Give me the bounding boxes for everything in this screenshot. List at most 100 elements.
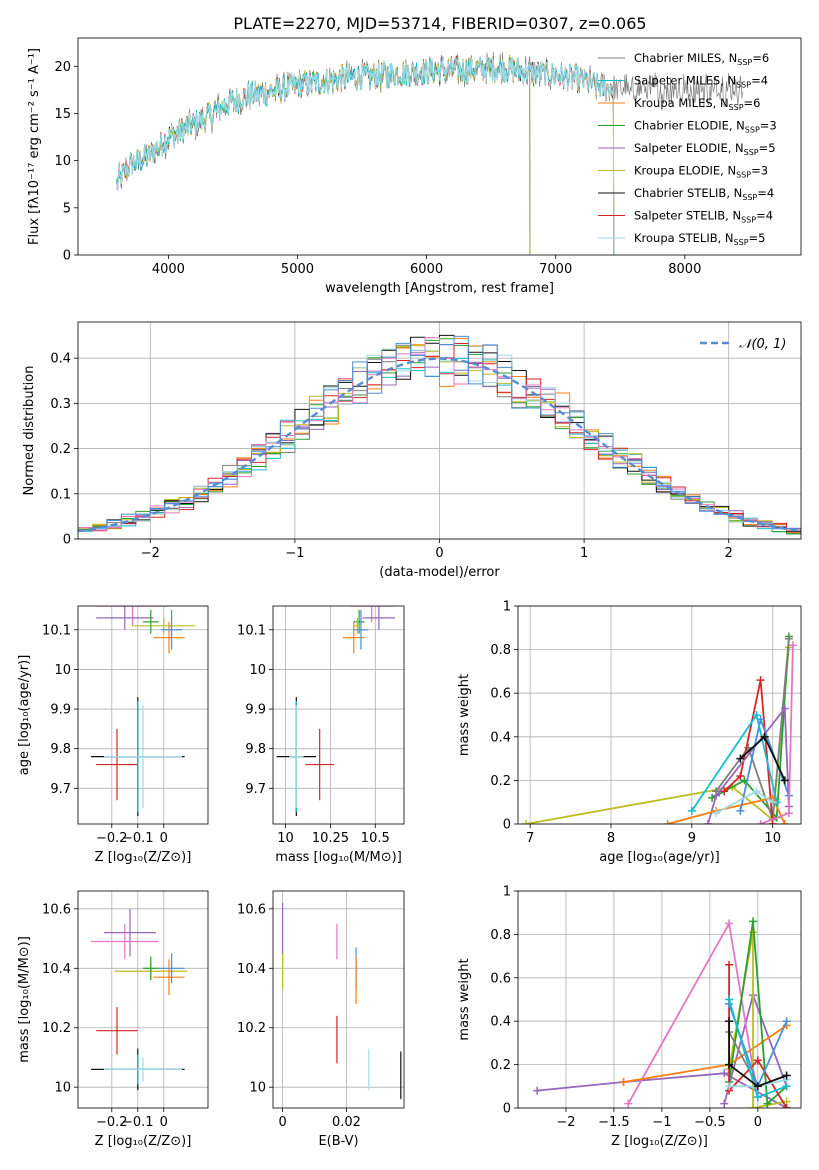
legend-label-tail: =3 <box>760 119 777 133</box>
weight-line <box>667 796 786 824</box>
legend-label: Salpeter ELODIE, NSSP=5 <box>634 141 776 157</box>
legend-label-sub: SSP <box>729 103 744 112</box>
x-tick-label: 7000 <box>539 262 572 277</box>
weight-marker <box>712 791 721 800</box>
y-tick-label: 0.8 <box>490 643 511 658</box>
y-tick-label: 0 <box>503 818 511 833</box>
weight-marker <box>725 1060 734 1069</box>
x-tick-label: 0 <box>160 1115 168 1130</box>
x-tick-label: −1.5 <box>598 1115 630 1130</box>
y-tick-label: 10 <box>54 1081 71 1096</box>
y-tick-label: 10 <box>249 663 266 678</box>
x-tick-label: 6000 <box>410 262 443 277</box>
x-axis-label: age [log₁₀(age/yr)] <box>599 850 720 865</box>
legend-label-sub: SSP <box>734 238 749 247</box>
y-tick-label: 0.4 <box>50 352 71 367</box>
weight-marker <box>753 1093 762 1102</box>
y-tick-label: 10.6 <box>237 902 266 917</box>
x-tick-label: 8 <box>607 831 615 846</box>
weight-marker <box>687 806 696 815</box>
weight-marker <box>752 787 761 796</box>
weight-line <box>715 638 790 820</box>
x-tick-label: 2 <box>725 546 733 561</box>
x-tick-label: 10 <box>277 831 294 846</box>
plot-area <box>522 632 797 824</box>
plot-area <box>78 334 801 535</box>
weight-marker <box>784 634 793 643</box>
y-tick-label: 9.7 <box>245 782 266 797</box>
weight-marker <box>736 772 745 781</box>
legend-label-tail: =6 <box>752 51 769 65</box>
spectrum-line <box>116 55 615 255</box>
legend-label: Salpeter STELIB, NSSP=4 <box>634 209 773 225</box>
x-tick-label: −1 <box>285 546 304 561</box>
legend-label-main: Kroupa STELIB, N <box>634 231 734 245</box>
x-tick-label: −0.2 <box>96 1115 128 1130</box>
y-tick-label: 10.4 <box>42 962 71 977</box>
y-tick-label: 0 <box>63 249 71 264</box>
panel-mass_vs_EBV: 0 0.02 10 10.2 10.4 10.6 E(B-V) <box>237 890 405 1149</box>
y-tick-label: 10.2 <box>237 1021 266 1036</box>
y-tick-label: 0.4 <box>490 730 511 745</box>
weight-marker <box>749 1104 758 1108</box>
y-axis-label: age [log₁₀(age/yr)] <box>17 655 32 776</box>
weight-marker <box>780 776 789 785</box>
legend-label: 𝒩(0, 1) <box>739 337 786 352</box>
weight-line <box>711 636 790 820</box>
weight-marker <box>720 1099 729 1108</box>
axes-frame <box>77 605 209 825</box>
x-tick-label: 10.25 <box>312 831 349 846</box>
weight-marker <box>756 676 765 685</box>
x-axis-label: Z [log₁₀(Z/Z⊙)] <box>95 850 192 865</box>
y-tick-label: 0.2 <box>490 774 511 789</box>
y-tick-label: 10 <box>54 154 71 169</box>
y-tick-label: 1 <box>503 600 511 615</box>
y-tick-label: 10 <box>54 663 71 678</box>
axes-frame <box>272 605 405 825</box>
y-tick-label: 1 <box>503 885 511 900</box>
x-tick-label: 7 <box>526 831 534 846</box>
y-tick-label: 0 <box>503 1102 511 1117</box>
legend-label-main: Salpeter MILES, N <box>634 74 736 88</box>
legend-label: Kroupa ELODIE, NSSP=3 <box>634 164 768 180</box>
y-tick-label: 0.6 <box>490 971 511 986</box>
legend-label-sub: SSP <box>744 148 759 157</box>
legend-label-main: Chabrier MILES, N <box>634 51 737 65</box>
y-tick-label: 0.8 <box>490 928 511 943</box>
y-tick-label: 9.8 <box>245 742 266 757</box>
panel-mass_vs_Z: −0.2−0.1 0 10 10.2 10.4 10.6 Z [log₁₀(Z/Z⊙)] ma… <box>17 890 209 1149</box>
grid-lines <box>273 606 404 824</box>
x-tick-label: 10 <box>764 831 781 846</box>
axes-frame <box>517 605 802 825</box>
weight-marker <box>784 809 793 818</box>
weight-marker <box>782 1017 791 1026</box>
x-tick-label: 0.02 <box>332 1115 361 1130</box>
y-tick-label: 0.2 <box>490 1058 511 1073</box>
axes-frame <box>77 37 802 256</box>
legend-label-tail: =5 <box>759 141 776 155</box>
legend-label-tail: =4 <box>751 74 768 88</box>
y-tick-label: 10.1 <box>42 623 71 638</box>
plot-area <box>91 606 195 817</box>
x-tick-label: 0 <box>754 1115 762 1130</box>
y-tick-label: 20 <box>54 60 71 75</box>
x-axis-label: (data-model)/error <box>379 565 500 580</box>
weight-marker <box>768 820 777 824</box>
spectrum-line <box>116 56 615 255</box>
legend-label-tail: =4 <box>757 186 774 200</box>
legend-label-sub: SSP <box>742 193 757 202</box>
weight-marker <box>768 798 777 807</box>
y-tick-label: 10.4 <box>237 962 266 977</box>
spectrum-line <box>116 56 615 255</box>
plot-area <box>91 908 188 1091</box>
weight-marker <box>725 1017 734 1026</box>
y-axis-label: Flux [fλ10⁻¹⁷ erg cm⁻² s⁻¹ A⁻¹] <box>27 48 42 245</box>
weight-marker <box>736 754 745 763</box>
weight-marker <box>760 732 769 741</box>
legend-label: Kroupa STELIB, NSSP=5 <box>634 231 765 247</box>
x-tick-label: 8000 <box>668 262 701 277</box>
spectrum-line <box>116 55 615 255</box>
weight-line <box>723 679 774 824</box>
weight-marker <box>663 820 672 824</box>
y-tick-label: 10.2 <box>42 1021 71 1036</box>
